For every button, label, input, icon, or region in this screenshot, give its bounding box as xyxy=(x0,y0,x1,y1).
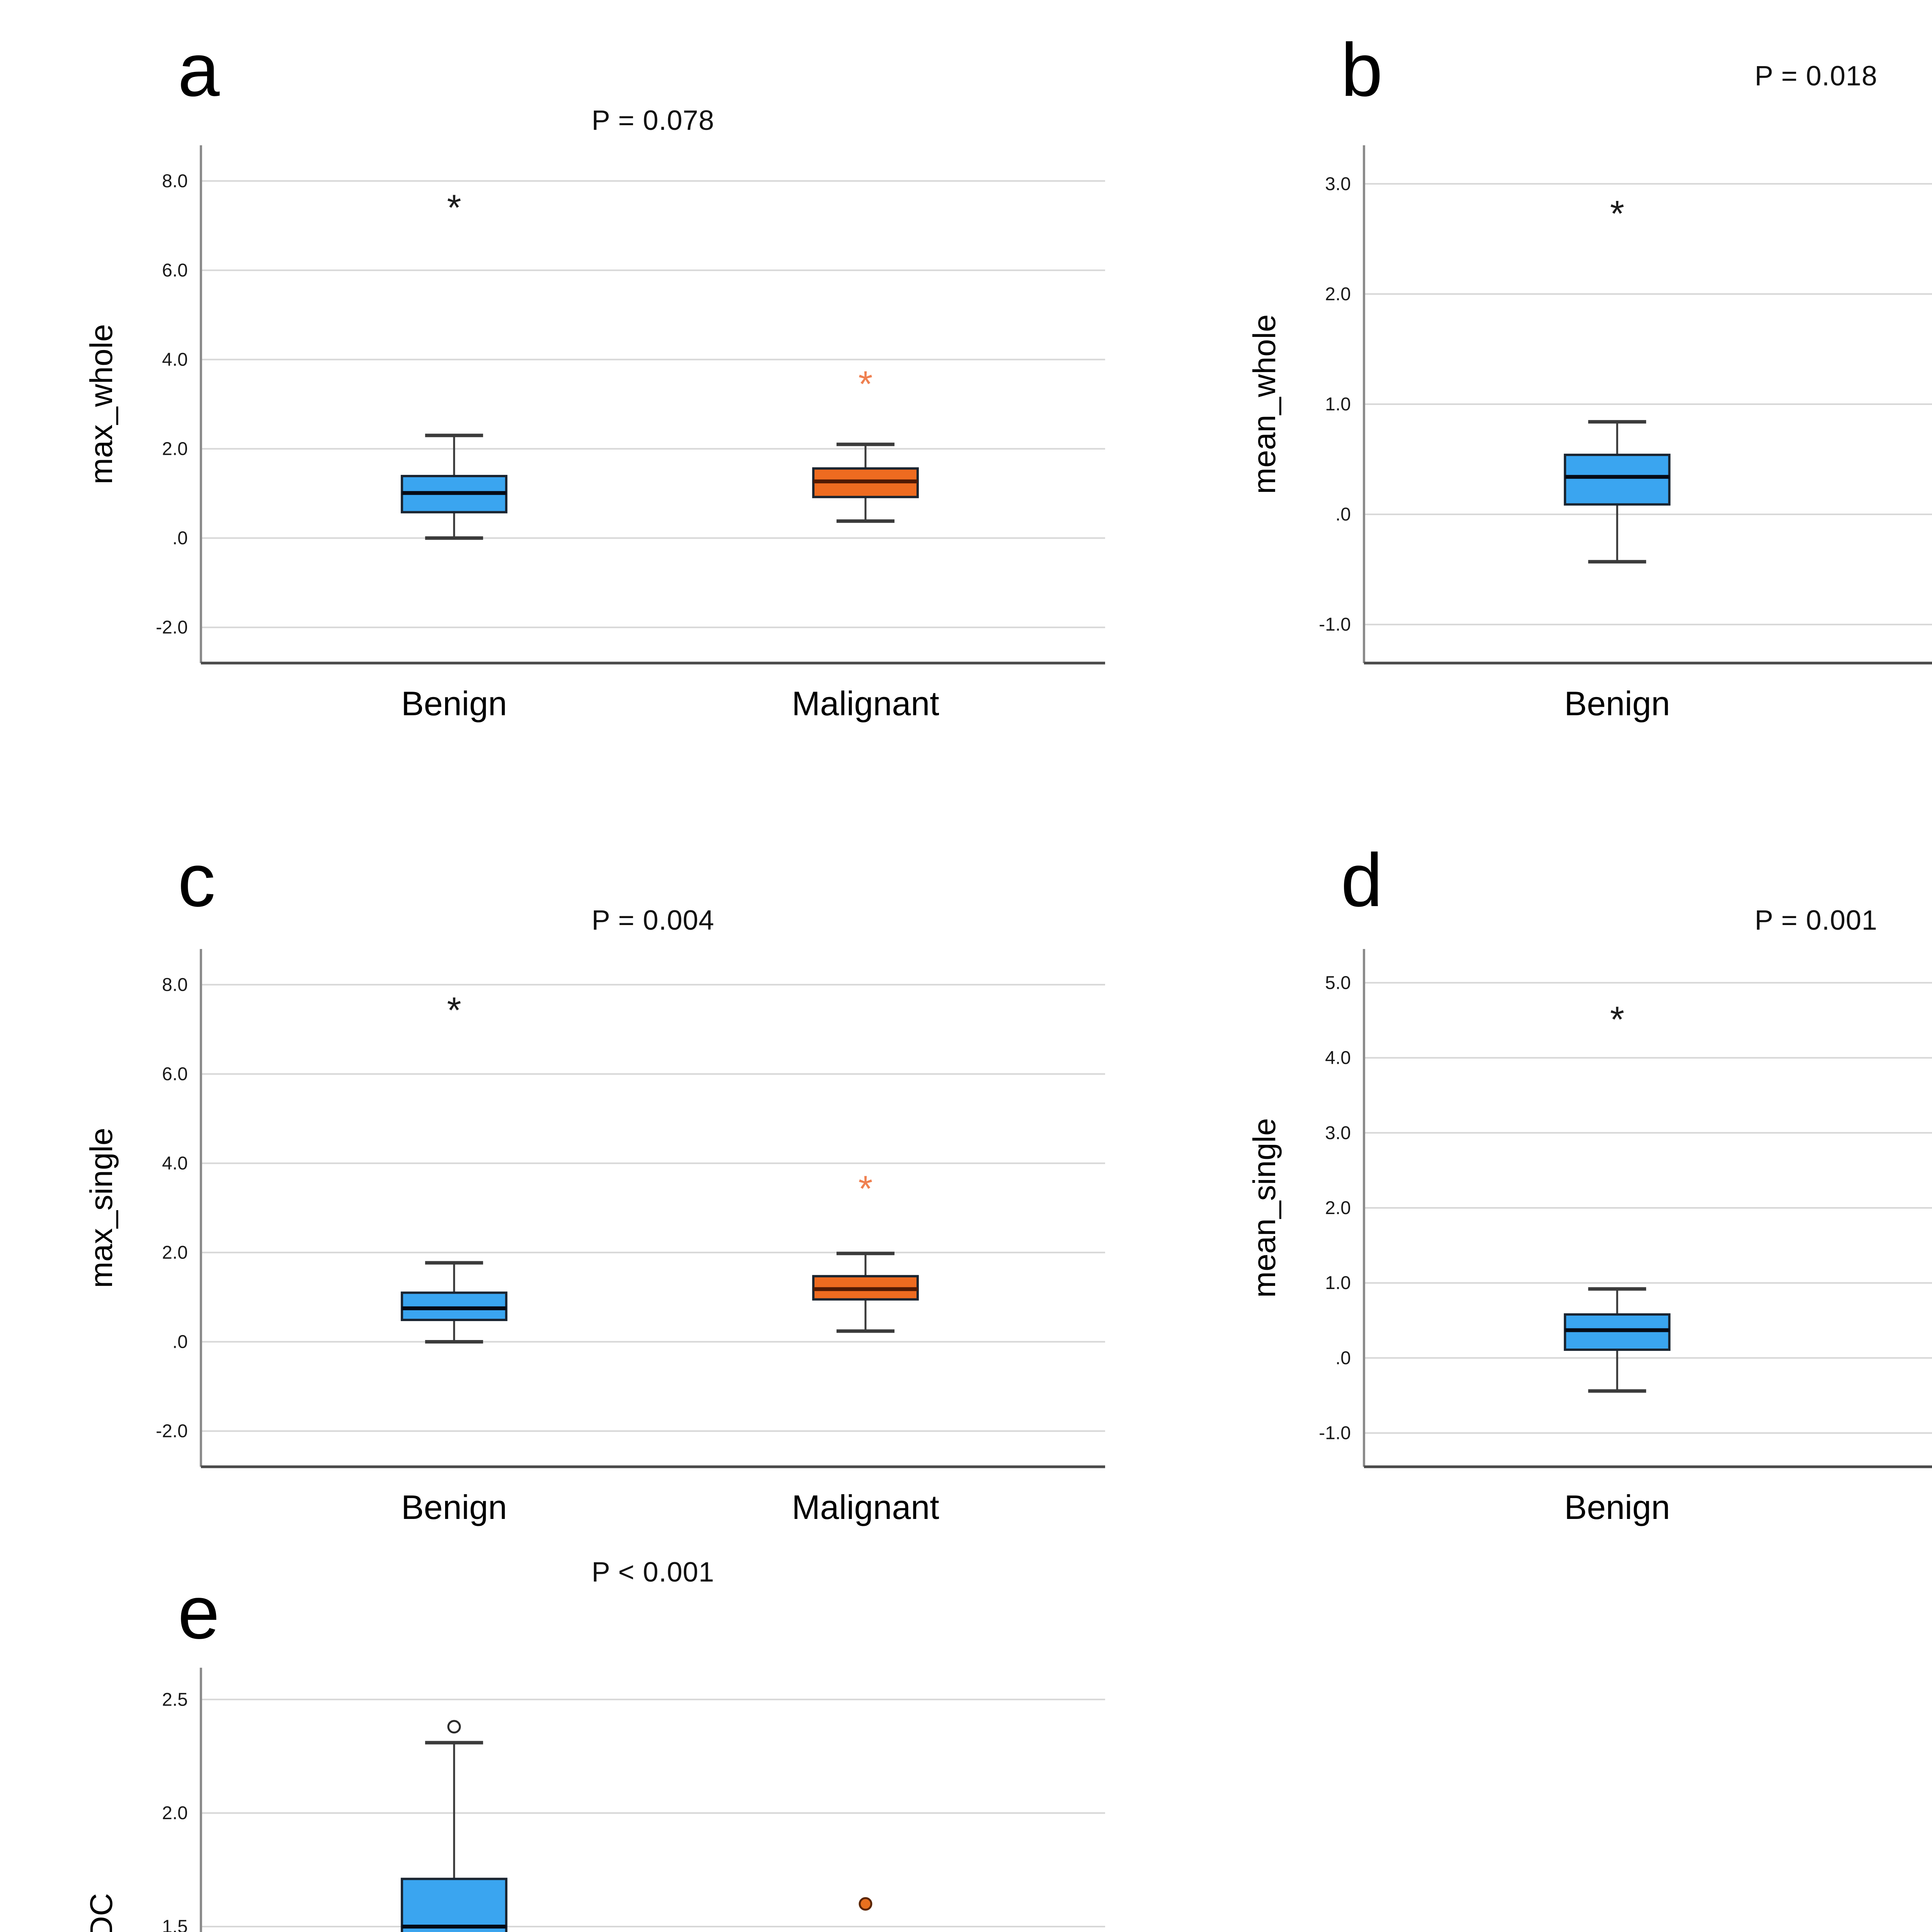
y-tick-label: 6.0 xyxy=(162,1064,188,1084)
y-tick-label: -2.0 xyxy=(156,1421,188,1442)
y-axis-title: max_whole xyxy=(84,324,119,485)
panel-a-pvalue: P = 0.078 xyxy=(592,105,714,136)
y-tick-label: -2.0 xyxy=(156,617,188,638)
y-tick-label: 2.5 xyxy=(162,1689,188,1710)
panel-d-pvalue: P = 0.001 xyxy=(1755,905,1878,936)
y-tick-label: .0 xyxy=(172,1332,188,1352)
y-tick-label: 2.0 xyxy=(162,439,188,459)
y-tick-label: 2.0 xyxy=(1325,284,1351,304)
box-benign-outlier-asterisk: * xyxy=(1610,193,1624,234)
y-tick-label: 2.0 xyxy=(162,1803,188,1823)
y-tick-label: -1.0 xyxy=(1319,614,1351,635)
y-tick-label: .0 xyxy=(1335,1348,1351,1368)
y-tick-label: -1.0 xyxy=(1319,1423,1351,1444)
box-benign-iqr-box xyxy=(401,1291,508,1321)
y-axis-title: mean_whole xyxy=(1247,315,1282,494)
y-tick-label: 4.0 xyxy=(162,1153,188,1173)
x-category-label-malignant: Malignant xyxy=(792,1488,939,1526)
panel-a-letter: a xyxy=(178,28,220,112)
x-category-label-benign: Benign xyxy=(1564,684,1670,723)
box-benign-iqr-box xyxy=(401,1878,508,1932)
y-tick-label: 1.0 xyxy=(1325,1273,1351,1293)
panel-d-boxplot: 5.04.03.02.01.0.0-1.0mean_single*Benign*… xyxy=(1247,949,1932,1526)
panel-c-letter: c xyxy=(178,838,216,922)
y-tick-label: .0 xyxy=(172,528,188,549)
x-category-label-benign: Benign xyxy=(1564,1488,1670,1526)
box-benign-outlier-asterisk: * xyxy=(1610,999,1624,1040)
panel-a-boxplot: 8.0 6.0 4.0 2.0 .0 -2.0 max_whole * Benign * Malig… xyxy=(84,145,1105,723)
y-tick-label: 3.0 xyxy=(1325,1123,1351,1143)
panel-e-pvalue: P < 0.001 xyxy=(592,1557,714,1588)
panel-b-letter: b xyxy=(1341,28,1383,112)
y-tick-label: 6.0 xyxy=(162,260,188,281)
panel-b: b P = 0.018 3.0 2.0 1.0 .0 -1.0 mean_whole * Be… xyxy=(1225,29,1932,764)
box-malignant-outlier-asterisk: * xyxy=(858,1168,872,1209)
panel-e: e P < 0.001 2.52.01.51.0.5ADCBenignMalig… xyxy=(62,1552,1136,1932)
panel-e-letter: e xyxy=(178,1570,220,1655)
panel-c-pvalue: P = 0.004 xyxy=(592,905,714,936)
y-tick-label: 4.0 xyxy=(162,349,188,370)
panel-e-boxplot: 2.52.01.51.0.5ADCBenignMalignant xyxy=(84,1668,1105,1932)
box-malignant-outlier-circle-filled xyxy=(859,1897,872,1911)
box-benign-iqr-box xyxy=(1564,454,1671,506)
y-tick-label: .0 xyxy=(1335,504,1351,525)
x-category-label-malignant: Malignant xyxy=(792,684,939,723)
x-category-label-benign: Benign xyxy=(401,1488,507,1526)
panel-d: d P = 0.001 5.0 4.0 3.0 2.0 1.0 .0 -1.0 mean_si… xyxy=(1225,833,1932,1567)
y-axis-title: max_single xyxy=(84,1128,119,1288)
y-axis-title: ADC xyxy=(84,1893,119,1932)
panel-a: a P = 0.078 8.0 6.0 4.0 2.0 .0 -2.0 max_whole *… xyxy=(62,29,1136,764)
box-benign-outlier-circle-open xyxy=(447,1720,461,1734)
panel-c: c P = 0.004 8.0 6.0 4.0 2.0 .0 -2.0 max_single… xyxy=(62,833,1136,1567)
box-benign-outlier-asterisk: * xyxy=(447,990,461,1031)
panel-b-pvalue: P = 0.018 xyxy=(1755,61,1878,92)
box-malignant-outlier-asterisk: * xyxy=(858,364,872,405)
y-tick-label: 1.0 xyxy=(1325,394,1351,415)
y-tick-label: 2.0 xyxy=(1325,1198,1351,1218)
x-category-label-benign: Benign xyxy=(401,684,507,723)
panel-c-boxplot: 8.0 6.0 4.0 2.0 .0 -2.0 max_single * Benign * Mali… xyxy=(84,949,1105,1526)
y-tick-label: 3.0 xyxy=(1325,174,1351,194)
panel-d-letter: d xyxy=(1341,838,1383,922)
box-benign-outlier-asterisk: * xyxy=(447,187,461,228)
y-axis-title: mean_single xyxy=(1247,1118,1282,1298)
y-tick-label: 1.5 xyxy=(162,1917,188,1932)
panel-b-boxplot: 3.02.01.0.0-1.0mean_whole*BenignMalignan… xyxy=(1247,145,1932,723)
y-tick-label: 4.0 xyxy=(1325,1048,1351,1068)
y-tick-label: 2.0 xyxy=(162,1243,188,1263)
y-tick-label: 5.0 xyxy=(1325,973,1351,993)
y-tick-label: 8.0 xyxy=(162,975,188,995)
y-tick-label: 8.0 xyxy=(162,171,188,191)
